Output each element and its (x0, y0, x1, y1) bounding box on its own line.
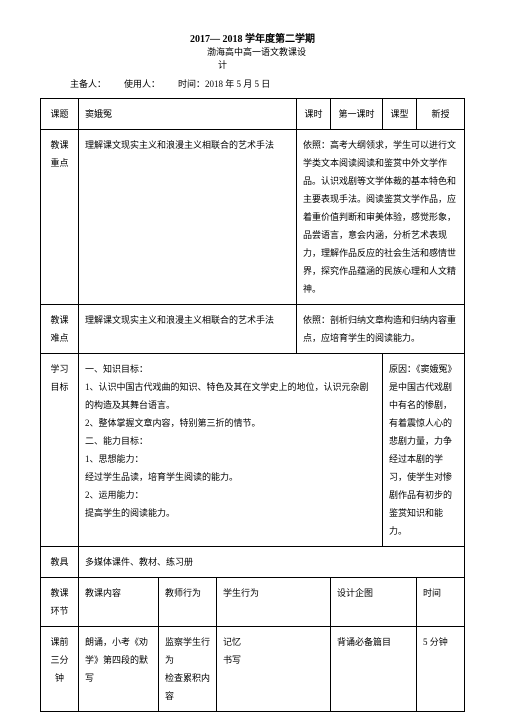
cell-type-value: 新授 (417, 99, 465, 130)
cell-keypoint-left: 理解课文现实主义和浪漫主义相联合的艺术手法 (79, 130, 297, 305)
doc-header: 2017— 2018 学年度第二学期 渤海高中高一语文教课设 计 主备人： 使用… (40, 30, 465, 90)
time-label: 时间： (178, 79, 205, 89)
cell-step-label: 教课环节 (41, 578, 79, 627)
school-line2: 计 (0, 58, 465, 71)
cell-keypoint-label: 教课重点 (41, 130, 79, 305)
table-row: 教课重点 理解课文现实主义和浪漫主义相联合的艺术手法 依照：高考大纲领求，学生可… (41, 130, 465, 305)
cell-topic-label: 课题 (41, 99, 79, 130)
cell-keypoint-right: 依照：高考大纲领求，学生可以进行文学类文本阅读阅读和鉴赏中外文学作品。认识戏剧等… (297, 130, 465, 305)
cell-pre-student: 记忆书写 (217, 627, 331, 712)
cell-pre-label: 课前三分钟 (41, 627, 79, 712)
time-value: 2018 年 5 月 5 日 (205, 79, 270, 89)
cell-tool-value: 多媒体课件、教材、练习册 (79, 547, 465, 578)
table-row: 教课难点 理解课文现实主义和浪漫主义相联合的艺术手法 依照：剖析归纳文章构造和归… (41, 305, 465, 354)
use-label: 使用人： (124, 79, 160, 89)
cell-intent-label: 设计企图 (331, 578, 417, 627)
table-row: 课题 窦娥冤 课时 第一课时 课型 新授 (41, 99, 465, 130)
cell-teacher-label: 教师行为 (159, 578, 217, 627)
cell-goal-label: 学习目标 (41, 354, 79, 547)
cell-period-label: 课时 (297, 99, 331, 130)
table-row: 学习目标 一、知识目标：1、认识中国古代戏曲的知识、特色及其在文学史上的地位，认… (41, 354, 465, 547)
cell-goal-body: 一、知识目标：1、认识中国古代戏曲的知识、特色及其在文学史上的地位，认识元杂剧的… (79, 354, 383, 547)
cell-difficulty-right: 依照：剖析归纳文章构造和归纳内容重点，应培育学生的阅读能力。 (297, 305, 465, 354)
cell-student-label: 学生行为 (217, 578, 331, 627)
school-line: 渤海高中高一语文教课设 (48, 45, 465, 58)
cell-period-value: 第一课时 (331, 99, 383, 130)
cell-difficulty-label: 教课难点 (41, 305, 79, 354)
cell-time-label: 时间 (417, 578, 465, 627)
table-row: 课前三分钟 朗诵，小考《劝学》第四段的默写 监察学生行为检查累积内容 记忆书写 … (41, 627, 465, 712)
semester-line: 2017— 2018 学年度第二学期 (40, 30, 465, 45)
prepared-label: 主备人： (70, 79, 106, 89)
cell-pre-teacher: 监察学生行为检查累积内容 (159, 627, 217, 712)
cell-type-label: 课型 (383, 99, 417, 130)
cell-topic-value: 窦娥冤 (79, 99, 297, 130)
cell-goal-right: 原因：《窦娥冤》是中国古代戏剧中有名的惨剧， 有着震惊人心的悲剧力量，力争经过本… (383, 354, 465, 547)
cell-tool-label: 教具 (41, 547, 79, 578)
table-row: 教具 多媒体课件、教材、练习册 (41, 547, 465, 578)
cell-pre-intent: 背诵必备篇目 (331, 627, 417, 712)
meta-line: 主备人： 使用人： 时间：2018 年 5 月 5 日 (40, 77, 465, 90)
table-row: 教课环节 教课内容 教师行为 学生行为 设计企图 时间 (41, 578, 465, 627)
cell-pre-content: 朗诵，小考《劝学》第四段的默写 (79, 627, 159, 712)
lesson-table: 课题 窦娥冤 课时 第一课时 课型 新授 教课重点 理解课文现实主义和浪漫主义相… (40, 98, 465, 712)
cell-content-label: 教课内容 (79, 578, 159, 627)
cell-difficulty-left: 理解课文现实主义和浪漫主义相联合的艺术手法 (79, 305, 297, 354)
cell-pre-time: 5 分钟 (417, 627, 465, 712)
